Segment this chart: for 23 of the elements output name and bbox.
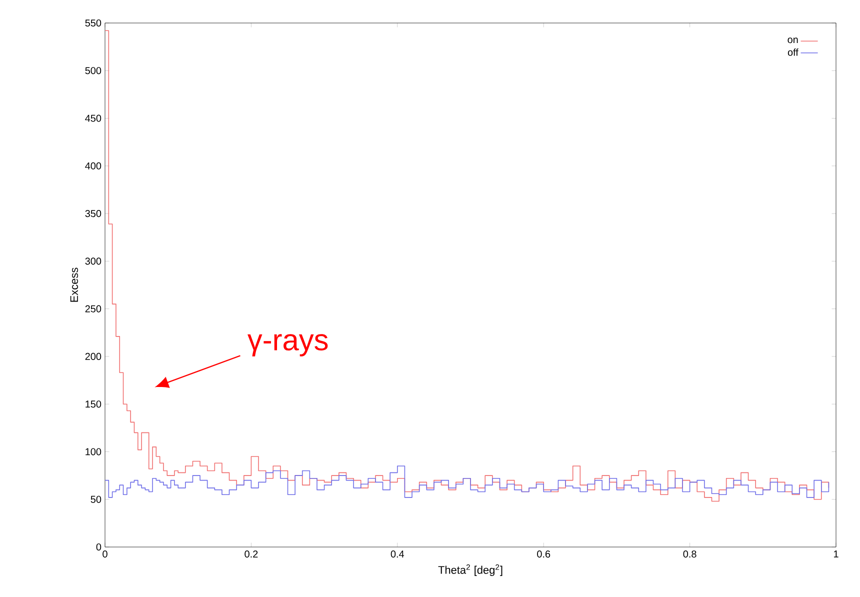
y-tick-label: 500 bbox=[85, 67, 102, 74]
legend-label: on bbox=[788, 38, 798, 44]
y-tick-label: 100 bbox=[86, 448, 102, 456]
y-tick-label: 150 bbox=[86, 400, 102, 408]
y-tick-label: 450 bbox=[85, 114, 102, 122]
y-tick-label: 50 bbox=[90, 496, 102, 503]
y-tick-label: 250 bbox=[85, 305, 102, 312]
y-tick-label: 200 bbox=[85, 352, 102, 360]
legend-label: off bbox=[788, 48, 798, 56]
x-tick-label: 0 bbox=[102, 550, 108, 558]
x-axis-title: Theta$^{2}$ [deg$^{2}$] bbox=[438, 564, 502, 576]
y-tick-label: 550 bbox=[85, 19, 102, 27]
x-tick-label: 0.8 bbox=[683, 550, 696, 558]
y-tick-label: 400 bbox=[85, 162, 102, 170]
annotation: γ-rays bbox=[248, 334, 328, 356]
x-tick-label: 0.6 bbox=[537, 550, 550, 558]
y-axis-title: Excess bbox=[70, 268, 78, 302]
x-tick-label: 1 bbox=[834, 550, 838, 558]
y-tick-label: 300 bbox=[85, 258, 102, 265]
y-tick-label: 0 bbox=[96, 543, 102, 551]
y-tick-label: 350 bbox=[85, 210, 102, 218]
x-tick-label: 0.4 bbox=[390, 550, 404, 558]
x-tick-label: 0.2 bbox=[244, 550, 258, 558]
